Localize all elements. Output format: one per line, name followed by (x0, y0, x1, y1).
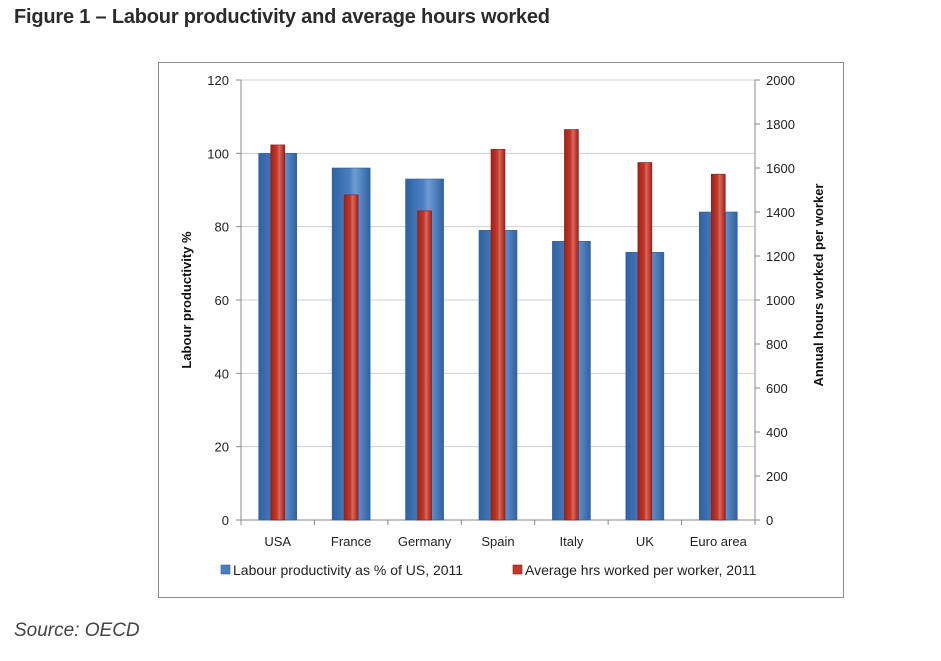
right-tick-label: 600 (766, 381, 788, 396)
right-tick-label: 1200 (766, 249, 795, 264)
right-tick-label: 1000 (766, 293, 795, 308)
x-tick-label: Euro area (690, 534, 748, 549)
left-tick-label: 40 (215, 366, 229, 381)
bar-hours (710, 173, 726, 521)
right-tick-label: 200 (766, 469, 788, 484)
right-tick-label: 400 (766, 425, 788, 440)
right-tick-label: 1800 (766, 117, 795, 132)
x-tick-label: UK (636, 534, 654, 549)
left-tick-label: 100 (207, 146, 229, 161)
left-tick-label: 120 (207, 73, 229, 88)
x-tick-label: Italy (560, 534, 584, 549)
right-tick-label: 800 (766, 337, 788, 352)
chart-svg: 0204060801001200200400600800100012001400… (179, 73, 826, 578)
right-tick-label: 2000 (766, 73, 795, 88)
bar-hours (564, 129, 579, 521)
bar-hours (490, 149, 506, 521)
y-axis-title: Labour productivity % (179, 231, 194, 369)
bar-hours (270, 144, 286, 521)
left-tick-label: 60 (215, 293, 229, 308)
x-tick-label: USA (264, 534, 291, 549)
legend-label-productivity: Labour productivity as % of US, 2011 (233, 562, 463, 578)
x-tick-label: Spain (481, 534, 514, 549)
legend-swatch-productivity (220, 564, 231, 575)
right-tick-label: 1400 (766, 205, 795, 220)
left-tick-label: 20 (215, 440, 229, 455)
left-tick-label: 80 (215, 220, 229, 235)
right-tick-label: 1600 (766, 161, 795, 176)
x-tick-label: Germany (398, 534, 452, 549)
legend-label-hours: Average hrs worked per worker, 2011 (525, 562, 757, 578)
left-tick-label: 0 (222, 513, 229, 528)
x-tick-label: France (331, 534, 371, 549)
y2-axis-title: Annual hours worked per worker (811, 184, 826, 387)
bar-hours (637, 162, 653, 521)
bar-hours (343, 194, 359, 521)
bar-hours (417, 210, 432, 521)
chart-frame: 0 20 40 60 80 100 120 0 200 400 600 800 1000 1200 1400… (158, 62, 844, 598)
legend-swatch-hours (512, 564, 523, 575)
source-note: Source: OECD (14, 620, 140, 641)
right-tick-label: 0 (766, 513, 773, 528)
figure-title: Figure 1 – Labour productivity and avera… (14, 6, 550, 28)
